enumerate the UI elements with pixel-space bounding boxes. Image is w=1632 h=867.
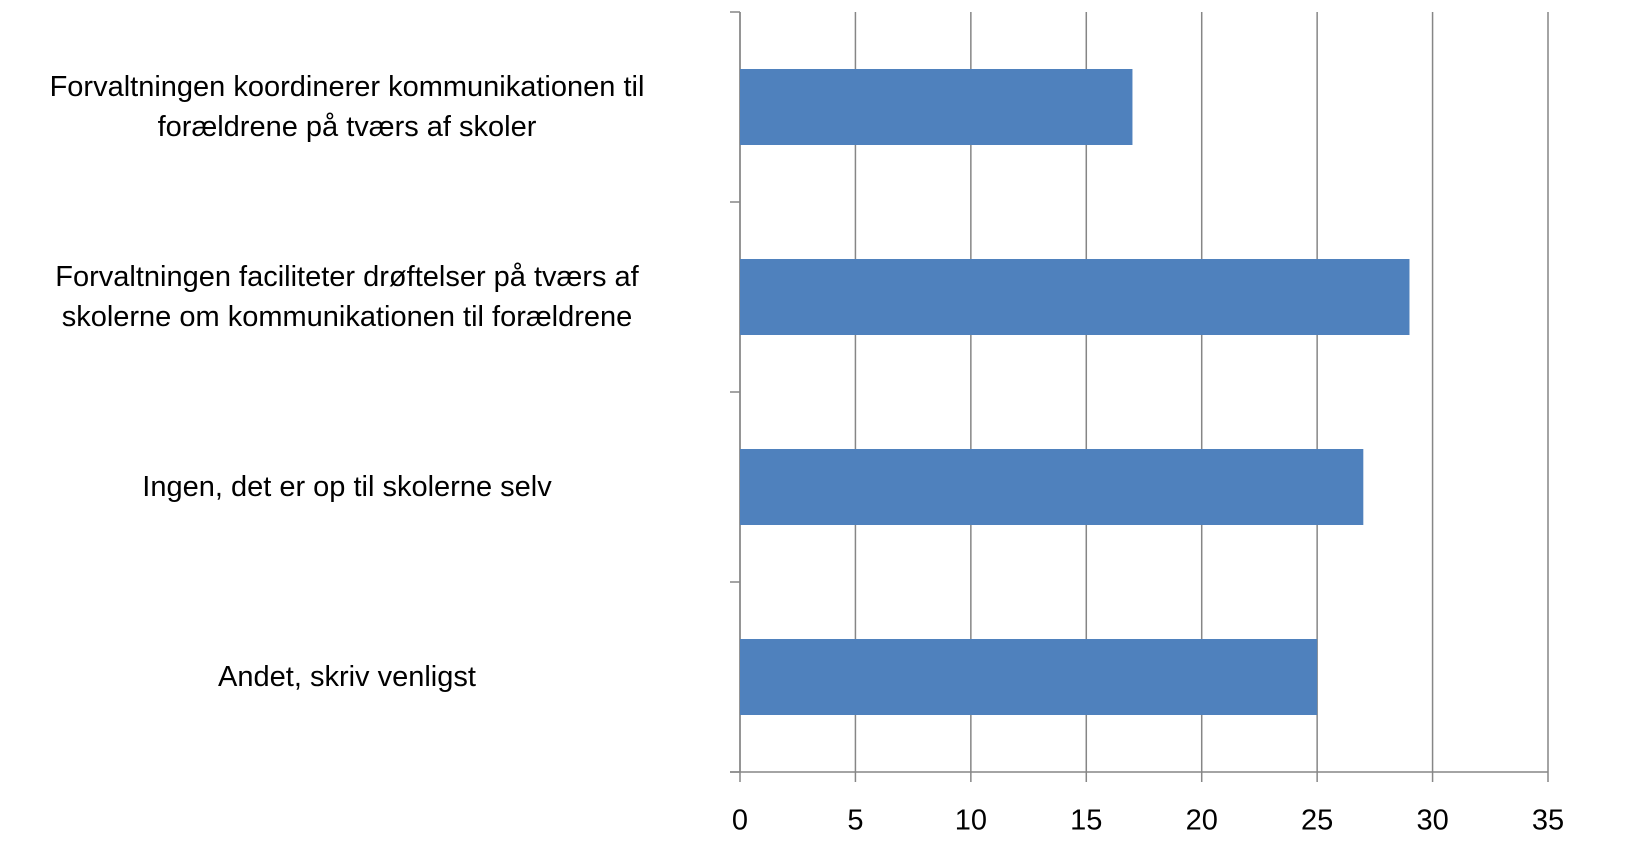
bar	[740, 69, 1133, 145]
x-tick-label: 10	[955, 805, 987, 837]
bar	[740, 259, 1410, 335]
category-label: Ingen, det er op til skolerne selv	[142, 471, 552, 503]
x-tick-label: 25	[1301, 805, 1333, 837]
bar	[740, 639, 1318, 715]
x-tick-label: 30	[1416, 805, 1448, 837]
bar	[740, 449, 1364, 525]
x-tick-label: 35	[1532, 805, 1564, 837]
category-label: Forvaltningen faciliteter drøftelser på …	[55, 261, 639, 333]
category-label: Forvaltningen koordinerer kommunikatione…	[49, 71, 645, 143]
x-tick-label: 5	[847, 805, 863, 837]
x-tick-label: 15	[1070, 805, 1102, 837]
x-tick-label: 0	[732, 805, 748, 837]
category-label: Andet, skriv venligst	[218, 661, 476, 693]
x-tick-label: 20	[1186, 805, 1218, 837]
